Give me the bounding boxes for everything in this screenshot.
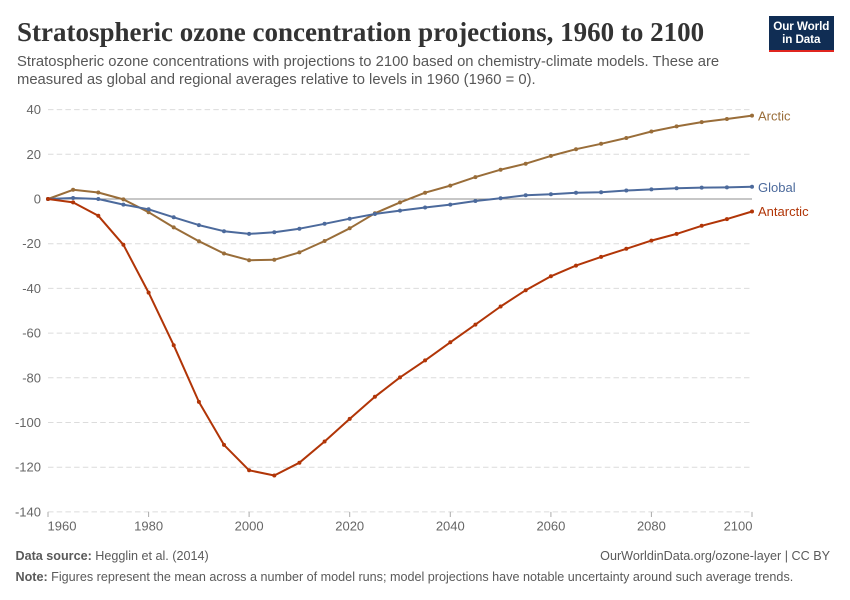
svg-text:-20: -20 [22, 236, 41, 251]
svg-text:2100: 2100 [724, 519, 753, 534]
svg-text:1960: 1960 [48, 519, 77, 534]
svg-text:1980: 1980 [134, 519, 163, 534]
svg-text:2020: 2020 [335, 519, 364, 534]
svg-text:20: 20 [27, 147, 41, 162]
svg-text:2060: 2060 [536, 519, 565, 534]
svg-text:2000: 2000 [235, 519, 264, 534]
svg-text:-80: -80 [22, 370, 41, 385]
svg-text:Global: Global [758, 180, 796, 195]
svg-text:40: 40 [27, 102, 41, 117]
svg-text:2040: 2040 [436, 519, 465, 534]
svg-text:-40: -40 [22, 281, 41, 296]
svg-text:Antarctic: Antarctic [758, 204, 809, 219]
svg-text:Arctic: Arctic [758, 109, 791, 124]
svg-text:-140: -140 [15, 504, 41, 519]
svg-text:-60: -60 [22, 326, 41, 341]
svg-text:2080: 2080 [637, 519, 666, 534]
svg-text:0: 0 [34, 192, 41, 207]
svg-text:-120: -120 [15, 460, 41, 475]
svg-text:-100: -100 [15, 415, 41, 430]
